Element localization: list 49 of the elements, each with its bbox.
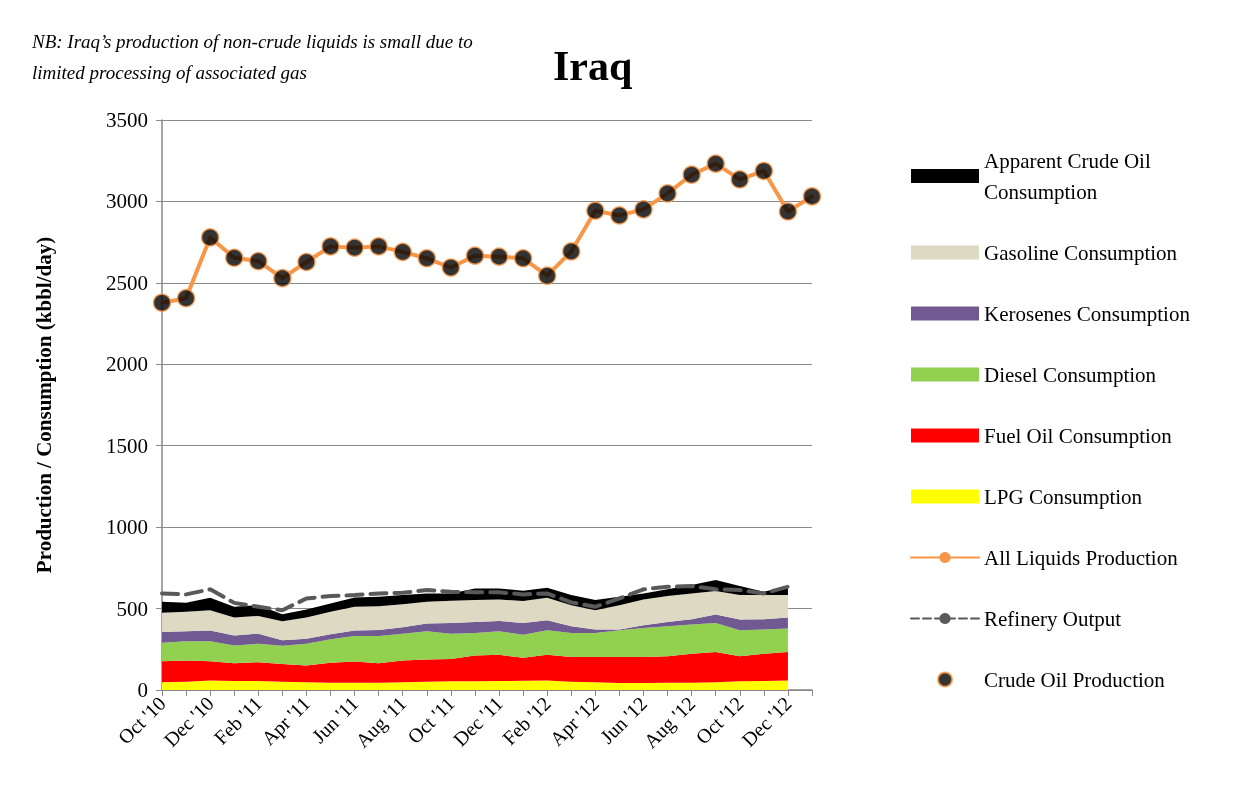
- y-axis-title: Production / Consumption (kbbl/day): [31, 236, 56, 574]
- point: [489, 247, 509, 266]
- y-tick-label: 0: [137, 678, 148, 702]
- legend-label: Gasoline Consumption: [984, 240, 1178, 265]
- point: [706, 154, 725, 173]
- point: [586, 201, 605, 220]
- line-series: [160, 584, 790, 613]
- legend-label: Fuel Oil Consumption: [984, 423, 1173, 448]
- point: [273, 268, 292, 288]
- y-tick-label: 500: [116, 596, 148, 621]
- point: [297, 252, 316, 272]
- legend-label: Apparent Crude Oil Consumption: [984, 148, 1157, 204]
- point: [634, 200, 653, 219]
- legend-label: LPG Consumption: [984, 484, 1143, 509]
- point: [224, 248, 244, 268]
- text: NB: Iraq’s production of non-crude liquids is small due to limited processing of associated gas: [31, 31, 478, 83]
- legend-label: Refinery Output: [984, 606, 1122, 631]
- point: [176, 288, 196, 308]
- point: [682, 165, 701, 184]
- point: [249, 251, 268, 271]
- legend-label: Crude Oil Production: [984, 667, 1166, 692]
- point: [802, 187, 822, 206]
- point: [730, 170, 750, 189]
- y-tick-label: 3500: [106, 108, 148, 132]
- y-tick-label: 1000: [106, 515, 148, 540]
- y-tick-label: 3000: [106, 189, 148, 214]
- point: [417, 249, 437, 268]
- point: [200, 228, 220, 247]
- point: [393, 242, 412, 262]
- point: [537, 266, 557, 285]
- point: [610, 206, 629, 225]
- point: [778, 202, 798, 221]
- y-tick-label: 2000: [106, 352, 148, 377]
- legend-label: Diesel Consumption: [984, 362, 1157, 387]
- point: [754, 161, 774, 181]
- legend-label: Kerosenes Consumption: [984, 301, 1191, 326]
- point: [369, 237, 388, 256]
- point: [562, 242, 581, 261]
- point: [513, 249, 533, 268]
- point: [152, 293, 172, 312]
- point: [658, 184, 677, 203]
- legend-label: All Liquids Production: [984, 545, 1179, 570]
- point: [441, 258, 461, 277]
- point: [345, 238, 364, 257]
- point: [321, 237, 340, 256]
- chart-title: Iraq: [553, 43, 633, 89]
- y-tick-label: 1500: [106, 433, 148, 458]
- point: [465, 246, 485, 265]
- y-tick-label: 2500: [106, 270, 148, 295]
